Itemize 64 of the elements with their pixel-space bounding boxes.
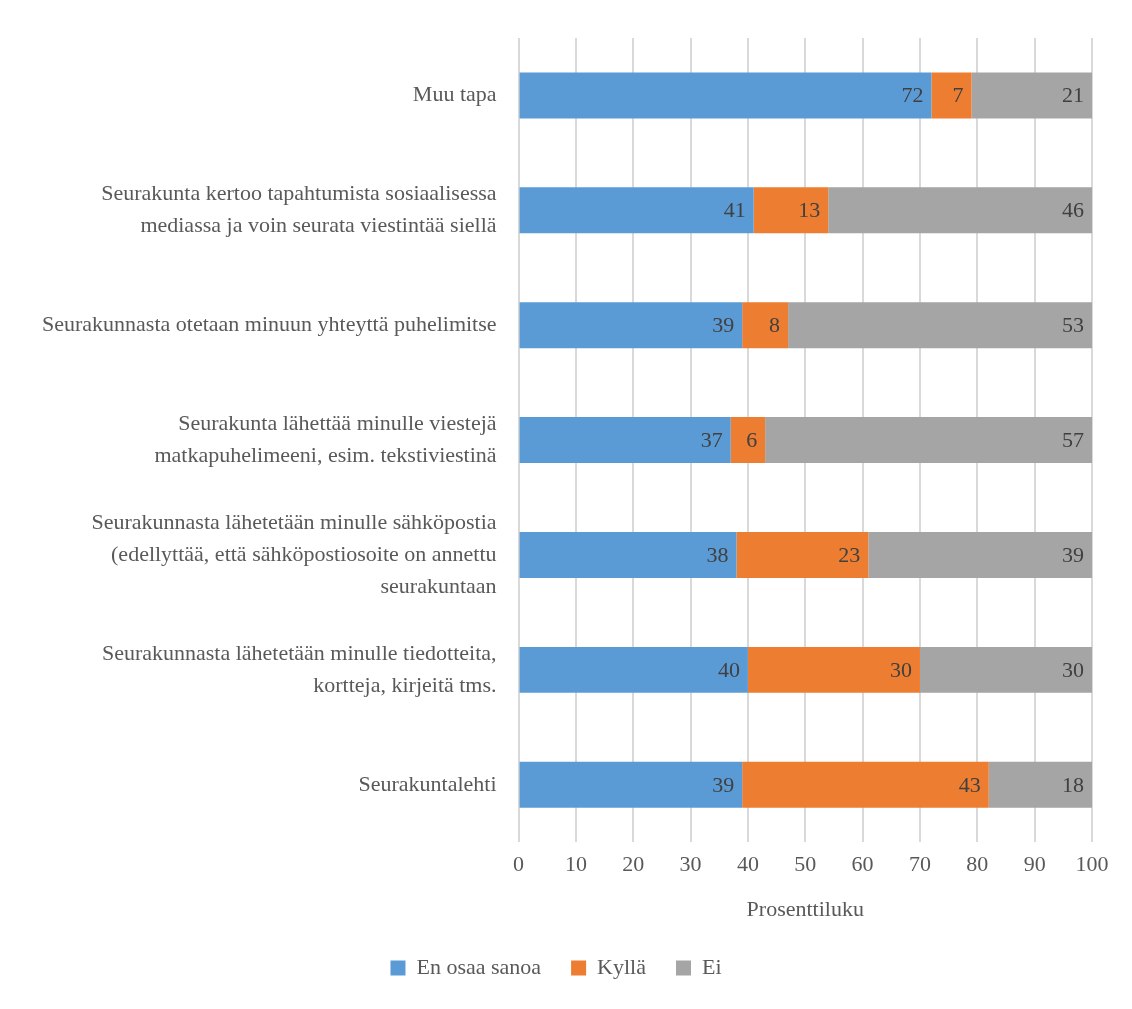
data-label: 46: [1062, 197, 1084, 223]
data-label: 8: [769, 311, 781, 337]
legend-label: Kyllä: [597, 953, 647, 979]
y-tick-label: Seurakunta kertoo tapahtumista sosiaalisessa mediassa ja voin seurata viestintää siellä: [101, 180, 497, 238]
bar: [730, 417, 766, 464]
bar: [868, 531, 1092, 578]
x-tick-label: 10: [564, 851, 587, 877]
bar: [736, 531, 869, 578]
bar: [988, 761, 1092, 808]
x-tick-label: 90: [1023, 851, 1046, 877]
data-label: 72: [901, 82, 924, 108]
data-label: 23: [838, 541, 861, 567]
bar: [828, 187, 1092, 234]
legend-label: En osaa sanoa: [416, 953, 542, 979]
data-label: 37: [700, 426, 723, 452]
bar: [519, 187, 754, 234]
y-tick-label: Seurakunnasta lähetetään minulle sähköpostia (edellyttää, että sähköpostiosoite on annettu seurakuntaan: [91, 508, 497, 598]
x-tick-label: 50: [794, 851, 817, 877]
x-tick-label: 80: [966, 851, 989, 877]
bar: [742, 302, 789, 349]
data-label: 43: [958, 771, 981, 797]
bar: [919, 646, 1092, 693]
bar: [747, 646, 920, 693]
data-label: 7: [952, 82, 964, 108]
data-label: 13: [798, 197, 821, 223]
legend-label: Ei: [701, 953, 722, 979]
data-label: 39: [712, 771, 735, 797]
data-label: 39: [712, 311, 735, 337]
y-tick-label: Seurakunta lähettää minulle viestejä matkapuhelimeeni, esim. tekstiviestinä: [154, 409, 497, 467]
y-tick-label: Seurakuntalehti: [358, 770, 497, 796]
data-label: 40: [717, 656, 740, 682]
data-label: 53: [1062, 311, 1084, 337]
data-label: 30: [889, 656, 912, 682]
bar: [519, 531, 737, 578]
y-tick-label: Muu tapa: [412, 81, 497, 107]
x-tick-label: 20: [622, 851, 645, 877]
bar: [742, 761, 989, 808]
bar: [788, 302, 1092, 349]
data-label: 6: [746, 426, 758, 452]
bar: [519, 646, 748, 693]
y-tick-label: Seurakunnasta otetaan minuun yhteyttä puhelimitse: [41, 310, 497, 336]
bar: [753, 187, 829, 234]
data-label: 39: [1062, 541, 1084, 567]
x-axis-title: Prosenttiluku: [746, 895, 864, 921]
x-tick-label: 70: [908, 851, 931, 877]
data-label: 30: [1062, 656, 1084, 682]
bar: [519, 417, 731, 464]
x-tick-label: 60: [851, 851, 874, 877]
data-label: 18: [1062, 771, 1084, 797]
bar: [931, 72, 972, 119]
y-tick-label: Seurakunnasta lähetetään minulle tiedotteita, kortteja, kirjeitä tms.: [101, 639, 497, 697]
data-label: 38: [706, 541, 729, 567]
data-label: 21: [1062, 82, 1084, 108]
bar: [519, 302, 743, 349]
x-tick-label: 30: [679, 851, 702, 877]
bar: [765, 417, 1092, 464]
data-label: 57: [1062, 426, 1084, 452]
bar: [971, 72, 1092, 119]
x-tick-label: 100: [1075, 851, 1109, 877]
data-label: 41: [723, 197, 746, 223]
x-tick-label: 0: [513, 851, 525, 877]
bar: [519, 72, 932, 119]
x-tick-label: 40: [736, 851, 759, 877]
bar: [519, 761, 743, 808]
